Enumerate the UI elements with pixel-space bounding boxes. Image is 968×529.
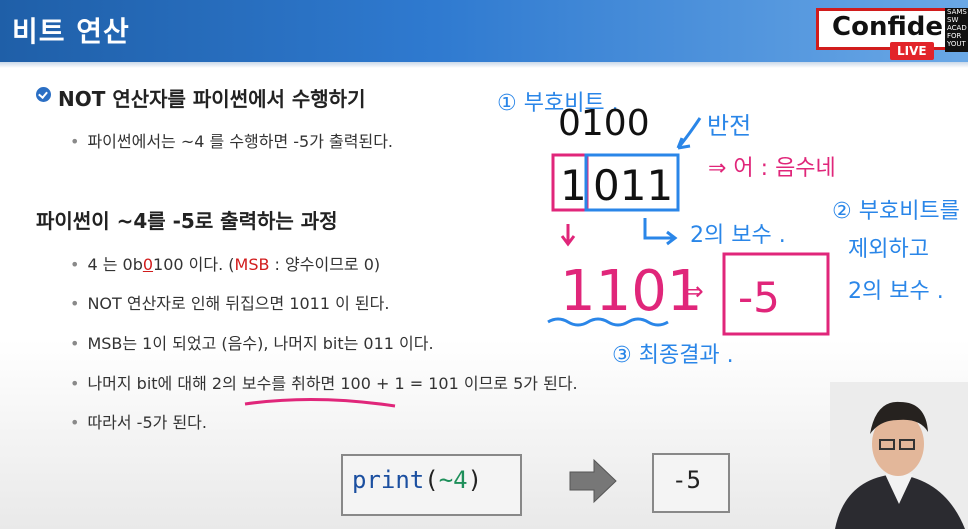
- annotation-wavy-underline: [547, 317, 669, 327]
- annotation-final-value: -5: [738, 273, 780, 322]
- logo-line: SW: [947, 16, 959, 24]
- page-title: 비트 연산: [12, 15, 130, 48]
- bullet-text: 4 는 0b: [87, 255, 143, 274]
- annotation-binary-result: 1101: [560, 259, 703, 324]
- annotation-flipped-sign: 1: [560, 161, 587, 210]
- annotation-step2-line3: 2의 보수 .: [848, 279, 944, 304]
- annotation-step2-line2: 제외하고: [848, 237, 929, 262]
- result-value: -5: [672, 466, 701, 494]
- annotation-curved-arrow: [676, 117, 702, 150]
- annotation-down-arrow: [560, 224, 576, 247]
- bullet-item: 파이썬에서는 ~4 를 수행하면 -5가 출력된다.: [70, 128, 393, 152]
- highlighted-digit: 0: [142, 255, 154, 274]
- logo-line: ACAD: [947, 24, 967, 32]
- annotation-rest-box: [584, 153, 680, 212]
- annotation-binary-original: 0100: [558, 103, 650, 144]
- msb-label: MSB: [234, 255, 270, 274]
- code-paren: (: [424, 466, 439, 494]
- logo-line: FOR: [947, 32, 962, 40]
- code-box: [341, 454, 522, 516]
- logo-line: YOUT: [947, 40, 966, 48]
- code-expression: ~4: [438, 466, 468, 494]
- result-box: [652, 453, 730, 513]
- logo-line: SAMS: [947, 8, 967, 16]
- presenter-video: [830, 382, 968, 529]
- code-snippet: print(~4): [352, 466, 482, 494]
- annotation-negative-note: ⇒ 어 : 음수네: [708, 156, 836, 181]
- bullet-item: MSB는 1이 되었고 (음수), 나머지 bit는 011 이다.: [70, 330, 433, 354]
- bullet-item: 4 는 0b0100 이다. (MSB : 양수이므로 0): [70, 251, 380, 275]
- annotation-twos-complement: 2의 보수 .: [690, 223, 786, 248]
- header-bar: [0, 0, 968, 62]
- bullet-item: 따라서 -5가 된다.: [70, 409, 207, 433]
- section-title-process: 파이썬이 ~4를 -5로 출력하는 과정: [36, 209, 338, 233]
- annotation-step2-line1: ② 부호비트를: [832, 199, 960, 224]
- code-function: print: [352, 466, 425, 494]
- bullet-text: 100 이다. (: [153, 255, 235, 274]
- bullet-item: 나머지 bit에 대해 2의 보수를 취하면 100 + 1 = 101 이므로…: [70, 370, 577, 394]
- academy-logo: SAMS SW ACAD FOR YOUT: [945, 8, 968, 52]
- live-badge: LIVE: [890, 42, 934, 60]
- bullet-text: : 양수이므로 0): [269, 255, 381, 274]
- annotation-step1: ① 부호비트 .: [497, 91, 619, 116]
- bullet-item: NOT 연산자로 인해 뒤집으면 1011 이 된다.: [70, 290, 389, 314]
- annotation-hook-arrow: [643, 218, 678, 246]
- right-arrow-icon: [569, 458, 617, 504]
- annotation-result-box: [722, 252, 830, 336]
- annotation-arrow: ⇒: [682, 277, 704, 307]
- annotation-invert: 반전: [707, 112, 751, 140]
- confidential-text: Confide: [832, 12, 943, 42]
- annotation-sign-box: [551, 153, 589, 212]
- code-paren: ): [467, 466, 483, 494]
- header-shadow: [0, 62, 968, 68]
- annotation-flipped-rest: 011: [593, 161, 673, 210]
- check-circle-icon: [36, 87, 51, 102]
- section-title-not-operator: NOT 연산자를 파이썬에서 수행하기: [58, 87, 366, 111]
